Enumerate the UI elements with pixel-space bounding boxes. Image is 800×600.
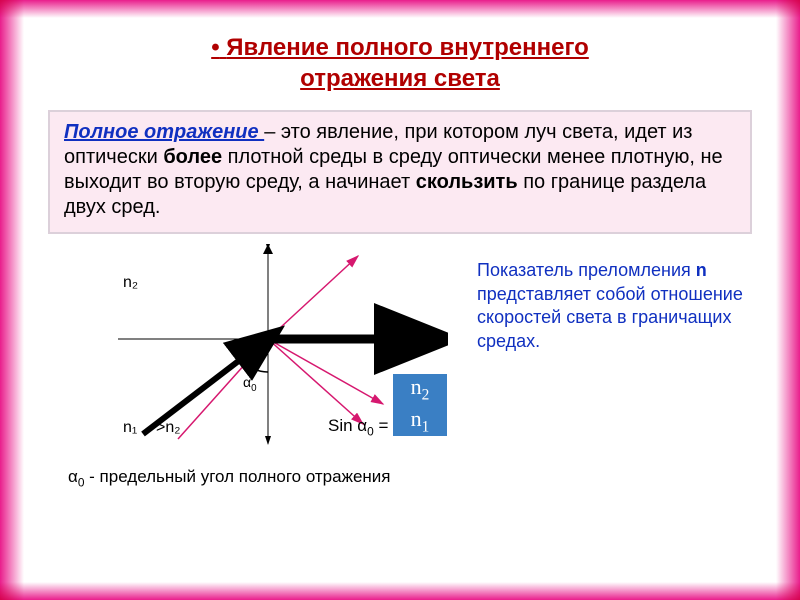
reflected-ray-2 (268, 339, 363, 424)
lower-region: n₂ n₁ >n₂ α0 Sin α0 = n2 n1 Показатель п… (48, 244, 752, 489)
right-note: Показатель преломления n представляет со… (477, 259, 752, 353)
reflected-ray-1 (268, 339, 383, 404)
refracted-ray (268, 256, 358, 339)
title-block: • Явление полного внутреннего отражения … (88, 32, 712, 94)
formula-numerator: n2 (411, 374, 430, 404)
sin-label: Sin α0 = (328, 416, 388, 438)
definition-box: Полное отражение – это явление, при кото… (48, 110, 752, 234)
n1-label: n₁ (123, 419, 137, 437)
right-note-t2: представляет собой отношение скоростей с… (477, 284, 743, 351)
title-text-1: Явление полного внутреннего (226, 34, 589, 61)
def-bold-2: скользить (416, 171, 518, 193)
right-note-bold: n (696, 260, 707, 280)
title-line1: • Явление полного внутреннего (211, 34, 589, 61)
formula-denominator: n1 (411, 406, 430, 436)
slide-frame: • Явление полного внутреннего отражения … (28, 22, 772, 578)
v-axis-arrow-up (263, 244, 273, 254)
bottom-note: α0 - предельный угол полного отражения (68, 467, 391, 489)
alpha0-label: α0 (243, 374, 257, 394)
formula-fraction: n2 n1 (393, 374, 447, 436)
n2-label: n₂ (123, 274, 138, 292)
def-bold-1: более (163, 146, 222, 168)
definition-term: Полное отражение (64, 121, 264, 143)
right-note-t1: Показатель преломления (477, 260, 696, 280)
title-line2: отражения света (300, 65, 500, 92)
n-gt-label: >n₂ (156, 419, 180, 437)
bullet: • (211, 34, 219, 61)
